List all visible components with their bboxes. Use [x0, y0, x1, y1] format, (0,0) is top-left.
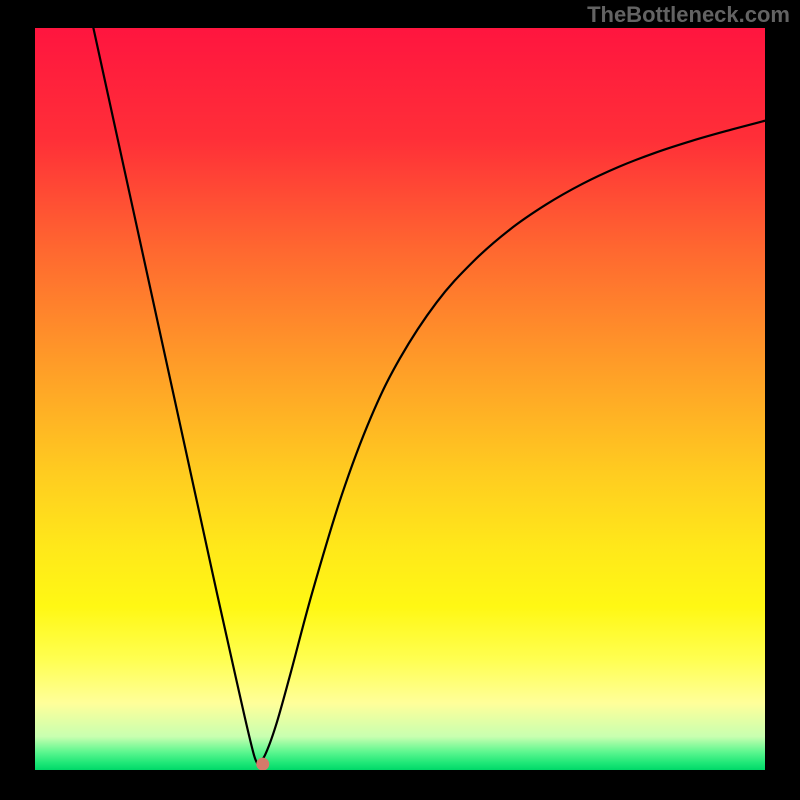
plot-background	[35, 28, 765, 770]
watermark-text: TheBottleneck.com	[587, 2, 790, 28]
chart-frame: TheBottleneck.com	[0, 0, 800, 800]
bottleneck-chart	[35, 28, 765, 770]
optimal-point-marker	[256, 758, 269, 770]
